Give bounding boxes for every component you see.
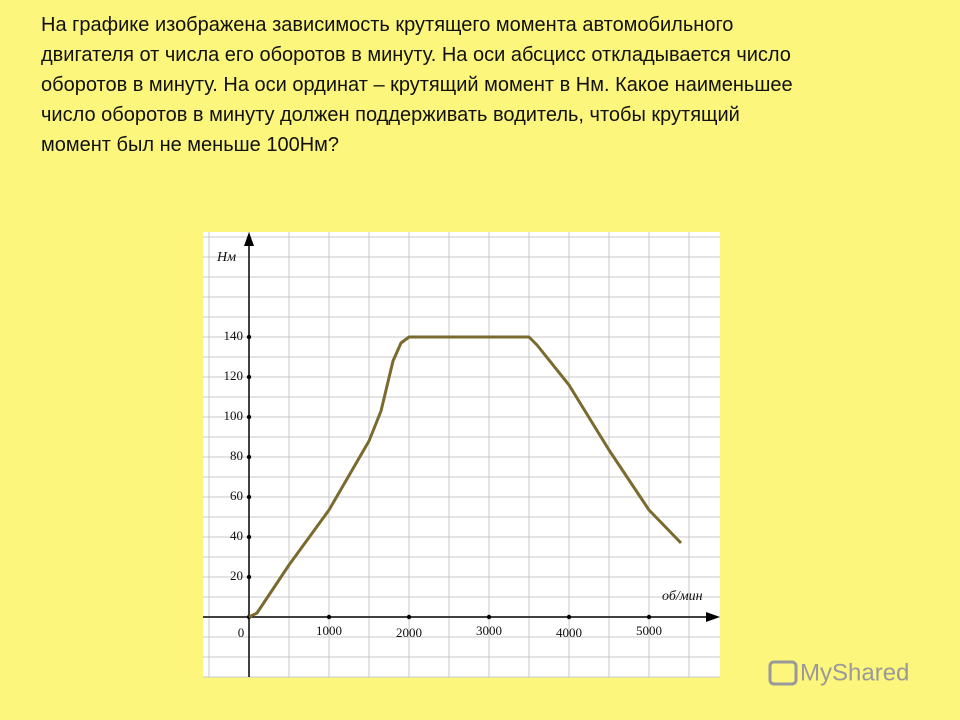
y-tick-label: 120 xyxy=(224,368,244,383)
x-tick-label: 3000 xyxy=(476,623,502,638)
question: На графике изображена зависимость крутящ… xyxy=(41,10,793,160)
x-tick-label: 4000 xyxy=(556,625,582,640)
watermark-text: MyShared xyxy=(800,659,909,686)
y-tick-label: 140 xyxy=(224,328,244,343)
x-axis-arrow xyxy=(706,612,720,622)
y-tick xyxy=(246,574,252,580)
y-tick-label: 20 xyxy=(230,568,243,583)
y-tick-label: 60 xyxy=(230,488,243,503)
x-tick xyxy=(406,614,412,620)
x-tick-label: 5000 xyxy=(636,623,662,638)
x-tick-label: 0 xyxy=(238,625,245,640)
y-tick xyxy=(246,334,252,340)
question-line: момент был не меньше 100Нм? xyxy=(41,134,340,156)
y-axis-label: Нм xyxy=(216,250,236,265)
question-line: оборотов в минуту. На оси ординат – крут… xyxy=(41,74,793,96)
x-tick xyxy=(486,614,492,620)
x-tick xyxy=(646,614,652,620)
x-tick xyxy=(566,614,572,620)
question-line: На графике изображена зависимость крутящ… xyxy=(41,14,734,36)
y-tick-label: 80 xyxy=(230,448,243,463)
plot-area xyxy=(203,232,720,677)
x-tick-label: 2000 xyxy=(396,625,422,640)
question-line: число оборотов в минуту должен поддержив… xyxy=(41,104,740,126)
y-tick xyxy=(246,374,252,380)
x-tick xyxy=(326,614,332,620)
y-axis-arrow xyxy=(244,232,254,246)
y-tick-label: 100 xyxy=(224,408,244,423)
watermark: MyShared xyxy=(768,659,909,686)
y-tick-label: 40 xyxy=(230,528,243,543)
question-line: двигателя от числа его оборотов в минуту… xyxy=(41,44,791,66)
y-tick xyxy=(246,494,252,500)
torque-curve xyxy=(248,335,683,619)
x-axis-label: об/мин xyxy=(662,589,703,604)
y-tick xyxy=(246,454,252,460)
x-tick-label: 1000 xyxy=(316,623,342,638)
y-tick xyxy=(246,414,252,420)
y-tick xyxy=(246,534,252,540)
watermark-icon xyxy=(768,660,798,686)
